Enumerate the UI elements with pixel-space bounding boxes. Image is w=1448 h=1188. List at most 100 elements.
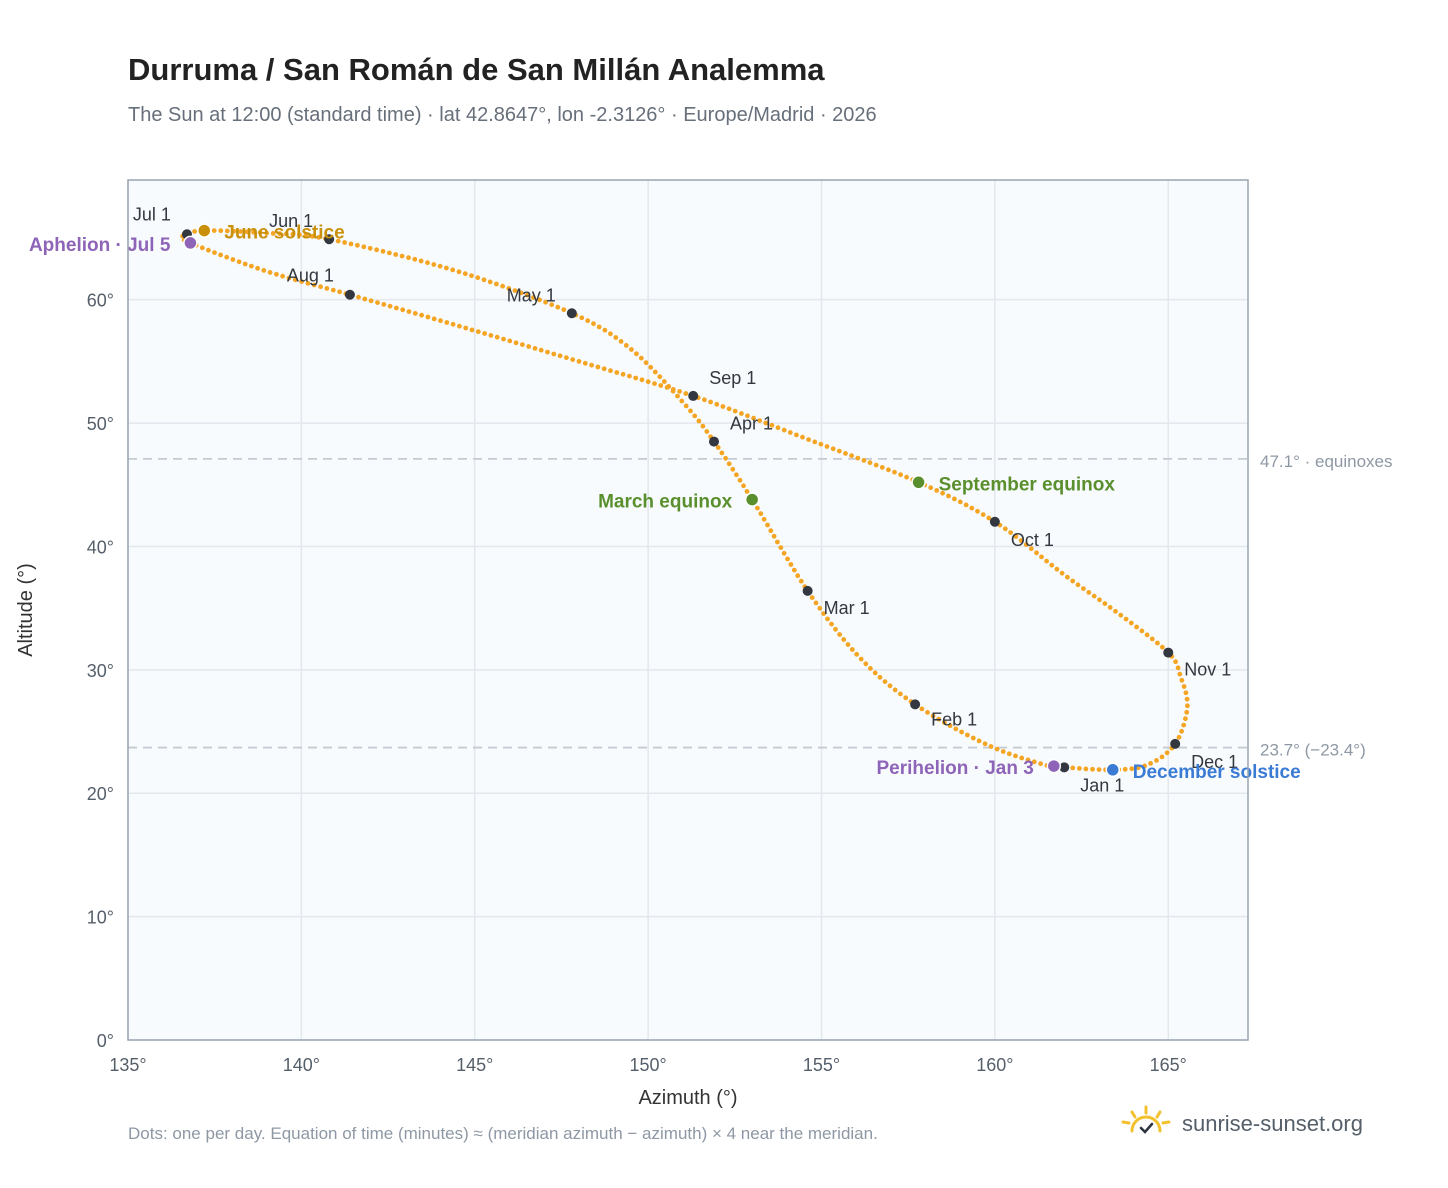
month-marker (1059, 762, 1070, 773)
daily-dot (887, 683, 893, 689)
daily-dot (1070, 578, 1076, 584)
daily-dot (316, 234, 322, 240)
daily-dot (1019, 755, 1025, 761)
daily-dot (431, 316, 437, 322)
daily-dot (627, 373, 632, 379)
daily-dot (399, 253, 405, 259)
daily-dot (704, 429, 710, 434)
month-marker (566, 308, 577, 319)
daily-dot (1038, 761, 1043, 767)
y-tick-label: 20° (87, 784, 114, 804)
daily-dot (739, 411, 744, 416)
y-tick-label: 50° (87, 414, 114, 434)
daily-dot (299, 279, 304, 284)
brand-name: sunrise-sunset.org (1182, 1110, 1363, 1136)
daily-dot (531, 295, 536, 300)
daily-dot (824, 444, 830, 449)
daily-dot (879, 465, 885, 470)
daily-dot (218, 252, 224, 258)
daily-dot (475, 329, 481, 335)
daily-dot (462, 271, 468, 277)
daily-dot (524, 292, 530, 298)
daily-dot (898, 472, 903, 478)
daily-dot (1173, 659, 1178, 665)
daily-dot (645, 379, 651, 385)
daily-dot (242, 261, 248, 267)
daily-dot (963, 502, 969, 508)
daily-dot (557, 353, 563, 359)
event-label: March equinox (598, 492, 733, 513)
daily-dot (591, 321, 596, 327)
daily-dot (589, 362, 594, 368)
daily-dot (957, 499, 963, 505)
daily-dot (732, 408, 738, 414)
daily-dot (418, 258, 424, 264)
daily-dot (450, 267, 456, 273)
month-marker (688, 390, 699, 401)
daily-dot (374, 247, 379, 253)
daily-dot (211, 228, 217, 234)
daily-dot (821, 611, 826, 616)
daily-dot (829, 621, 834, 627)
month-marker (1163, 647, 1174, 658)
daily-dot (683, 391, 689, 396)
daily-dot (898, 691, 903, 697)
daily-dot (863, 661, 869, 667)
daily-dot (758, 511, 764, 517)
daily-dot (270, 231, 276, 236)
daily-dot (800, 434, 805, 440)
daily-dot (817, 605, 823, 611)
chart-subtitle: The Sun at 12:00 (standard time) · lat 4… (128, 104, 877, 126)
daily-dot (1031, 759, 1037, 765)
daily-dot (494, 281, 499, 287)
daily-dot (585, 318, 591, 324)
daily-dot (813, 600, 819, 606)
daily-dot (482, 331, 487, 336)
daily-dot (845, 642, 851, 647)
daily-dot (1070, 765, 1076, 771)
daily-dot (952, 496, 957, 502)
daily-dot (726, 406, 732, 412)
daily-dot (1164, 750, 1170, 756)
daily-dot (555, 304, 561, 310)
daily-dot (855, 455, 861, 461)
daily-dot (224, 228, 230, 234)
daily-dot (708, 399, 713, 405)
daily-dot (765, 522, 770, 528)
daily-dot (1184, 696, 1190, 702)
x-tick-label: 135° (109, 1055, 146, 1075)
daily-dot (431, 262, 437, 267)
daily-dot (280, 273, 285, 279)
daily-dot (518, 290, 524, 296)
daily-dot (794, 432, 799, 438)
daily-dot (564, 355, 569, 361)
daily-dot (904, 474, 909, 480)
daily-dot (1183, 716, 1188, 722)
daily-dot (192, 229, 198, 234)
daily-dot (629, 347, 634, 352)
daily-dot (1142, 763, 1147, 769)
daily-dot (666, 384, 672, 389)
daily-dot (858, 656, 864, 662)
daily-dot (892, 687, 898, 693)
daily-dot (463, 325, 469, 331)
daily-dot (886, 467, 891, 473)
daily-dot (400, 307, 406, 313)
daily-dot (919, 706, 925, 712)
daily-dot (775, 539, 780, 545)
daily-dot (1148, 761, 1153, 766)
daily-dot (1096, 767, 1102, 772)
daily-dot (367, 245, 373, 251)
brand-logo[interactable]: sunrise-sunset.org (1120, 1104, 1363, 1143)
daily-dot (1044, 558, 1049, 564)
daily-dot (199, 245, 205, 251)
axis-ticks: 135° 140° 145° 150° 155° 160° 165° 0° 10° 20° 30° 4… (87, 291, 1187, 1075)
daily-dot (1128, 620, 1134, 626)
event-marker (911, 475, 926, 490)
daily-dot (723, 455, 728, 461)
daily-dot (387, 303, 393, 309)
daily-dot (975, 508, 980, 514)
daily-dot (1065, 574, 1070, 580)
reference-line-label: 23.7° (−23.4°) (1260, 741, 1366, 760)
daily-dot (1175, 665, 1181, 671)
